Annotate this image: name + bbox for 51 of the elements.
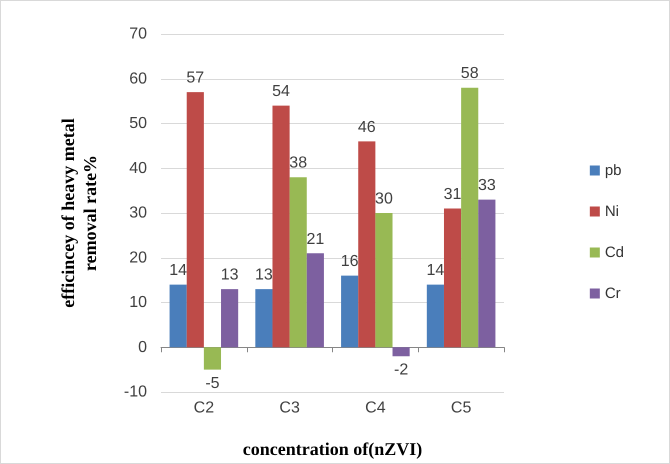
bar <box>358 141 376 348</box>
bar <box>186 92 204 348</box>
x-axis-title: concentration of(nZVI) <box>242 439 422 459</box>
data-label: 57 <box>186 70 204 87</box>
y-tick-label: 10 <box>129 294 148 311</box>
data-label: 13 <box>255 266 273 284</box>
data-label: 46 <box>358 118 376 136</box>
x-tick-label: C5 <box>450 400 472 416</box>
data-label: 33 <box>478 177 496 194</box>
bar <box>272 106 290 348</box>
bar <box>221 289 238 348</box>
bar <box>444 208 462 348</box>
y-tick-label: 50 <box>129 115 148 132</box>
y-tick-label: 60 <box>129 70 148 88</box>
bar <box>375 213 393 348</box>
data-label: 14 <box>169 262 188 280</box>
y-tick-label: 40 <box>129 160 148 177</box>
bar <box>426 284 444 348</box>
y-tick-label: 20 <box>129 249 148 266</box>
y-tick-label: 30 <box>129 204 148 222</box>
data-label: 13 <box>220 266 239 284</box>
bar <box>392 347 410 356</box>
data-label: 21 <box>306 230 324 248</box>
x-tick-label: C3 <box>279 400 300 416</box>
data-label: 58 <box>460 65 479 82</box>
data-label: 54 <box>272 83 290 100</box>
bar <box>204 347 222 370</box>
bar <box>306 253 324 348</box>
legend-label: Ni <box>604 203 619 220</box>
y-axis-title: efficincey of heavy metal removal rate% <box>58 118 100 308</box>
legend-label: Cr <box>604 285 621 302</box>
bar <box>478 200 496 348</box>
bar <box>170 284 187 348</box>
data-label: 31 <box>444 186 462 204</box>
x-tick-label: C2 <box>194 400 214 416</box>
data-label: 38 <box>289 154 308 172</box>
y-tick-label: 70 <box>129 26 148 42</box>
data-label: -2 <box>394 362 408 379</box>
x-tick-label: C4 <box>365 400 386 416</box>
legend-label: pb <box>604 162 622 179</box>
data-label: -5 <box>205 375 220 392</box>
legend-label: Cd <box>604 244 624 261</box>
bar <box>255 289 272 348</box>
bar <box>461 88 478 348</box>
data-label: 14 <box>426 262 444 280</box>
data-label: 30 <box>375 190 393 208</box>
bar <box>290 177 307 348</box>
y-tick-label: -10 <box>124 384 148 400</box>
data-label: 16 <box>340 253 359 270</box>
bar <box>341 276 358 348</box>
y-tick-label: 0 <box>138 338 148 356</box>
